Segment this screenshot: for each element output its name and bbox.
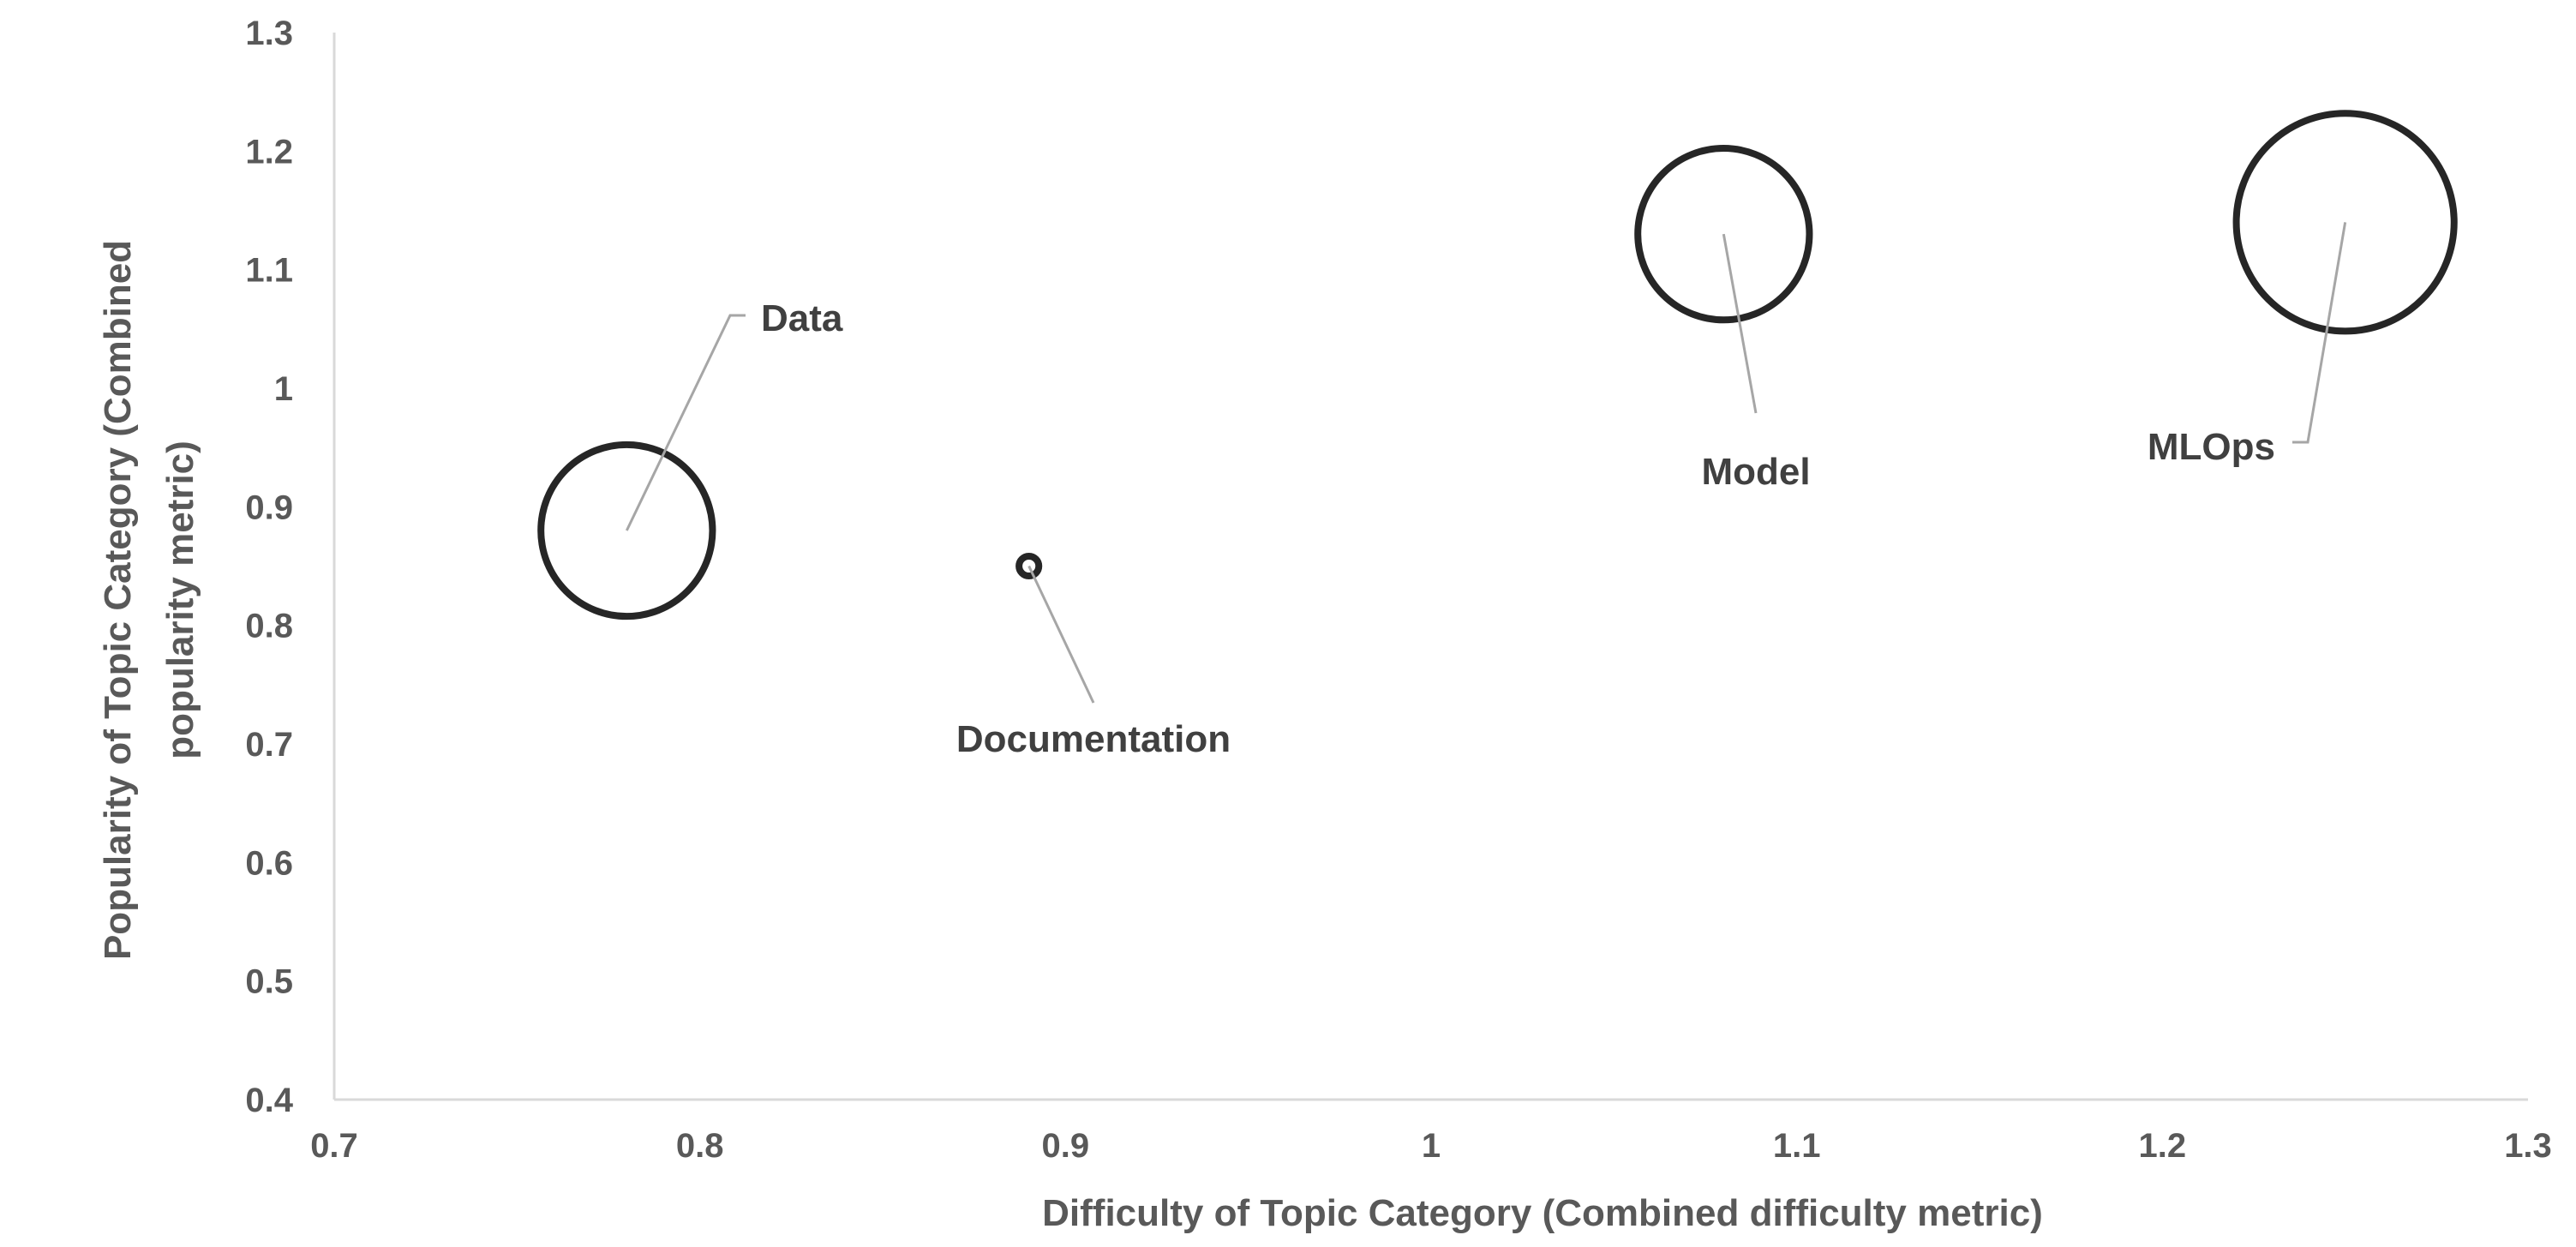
data-label: Documentation	[956, 718, 1231, 760]
y-axis-title: Popularity of Topic Category (Combined p…	[97, 240, 201, 960]
bubble-mlops: MLOps	[2148, 110, 2458, 468]
bubble-circle	[1015, 552, 1043, 580]
x-tick-label: 0.7	[310, 1127, 358, 1165]
leader-line	[1027, 565, 1095, 704]
y-tick-label: 1.3	[245, 15, 293, 52]
x-tick-label: 1.3	[2504, 1127, 2552, 1165]
y-tick-label: 0.9	[245, 489, 293, 526]
y-axis-title-line-1: Popularity of Topic Category (Combined	[97, 240, 139, 960]
leader-line	[2292, 222, 2347, 444]
bubble-circle	[2232, 110, 2458, 335]
x-axis-title: Difficulty of Topic Category (Combined d…	[1042, 1192, 2043, 1234]
bubble-circle	[537, 441, 716, 621]
y-tick-label: 0.6	[245, 844, 293, 882]
x-tick-labels: 0.7 0.8 0.9 1 1.1 1.2 1.3	[310, 1127, 2552, 1165]
y-tick-label: 1.1	[245, 252, 293, 290]
y-tick-label: 0.4	[245, 1082, 293, 1119]
x-tick-label: 1.1	[1773, 1127, 1821, 1165]
y-tick-label: 0.7	[245, 726, 293, 764]
axes	[332, 33, 2528, 1101]
y-tick-labels: 0.4 0.5 0.6 0.7 0.8 0.9 1 1.1 1.2 1.3	[245, 15, 293, 1119]
data-label: MLOps	[2148, 426, 2275, 468]
bubble-model: Model	[1634, 145, 1813, 493]
y-tick-label: 1.2	[245, 133, 293, 171]
x-tick-label: 0.8	[676, 1127, 724, 1165]
bubble-documentation: Documentation	[956, 552, 1231, 760]
bubbles: Data Documentation Model MLOps	[537, 110, 2458, 760]
data-label: Data	[761, 297, 843, 339]
bubble-circle	[1634, 145, 1813, 324]
y-tick-label: 0.5	[245, 963, 293, 1001]
y-tick-label: 1	[274, 370, 293, 408]
x-tick-label: 1	[1422, 1127, 1441, 1165]
leader-line	[1722, 233, 1758, 414]
y-axis-title-line-2: popularity metric)	[159, 441, 201, 759]
y-tick-label: 0.8	[245, 608, 293, 645]
leader-line	[625, 314, 746, 531]
data-label: Model	[1701, 451, 1810, 493]
x-tick-label: 0.9	[1042, 1127, 1090, 1165]
bubble-data: Data	[537, 297, 843, 621]
x-tick-label: 1.2	[2139, 1127, 2187, 1165]
